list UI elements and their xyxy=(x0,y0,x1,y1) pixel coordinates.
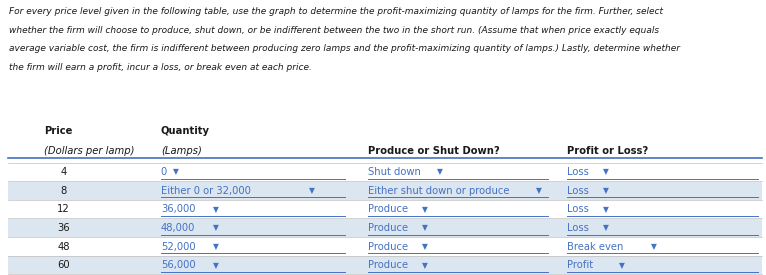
Text: ▼: ▼ xyxy=(651,242,657,251)
Text: ▼: ▼ xyxy=(213,205,219,214)
Text: ▼: ▼ xyxy=(309,186,316,195)
Text: the firm will earn a profit, incur a loss, or break even at each price.: the firm will earn a profit, incur a los… xyxy=(9,63,312,72)
Text: ▼: ▼ xyxy=(423,205,428,214)
Text: 36,000: 36,000 xyxy=(161,204,195,214)
Text: ▼: ▼ xyxy=(213,261,219,270)
Text: average variable cost, the firm is indifferent between producing zero lamps and : average variable cost, the firm is indif… xyxy=(9,44,680,53)
Text: 56,000: 56,000 xyxy=(161,260,195,270)
Text: ▼: ▼ xyxy=(603,205,609,214)
Text: Loss: Loss xyxy=(567,223,589,233)
Bar xyxy=(8,219,762,237)
Text: ▼: ▼ xyxy=(603,224,609,232)
Text: Quantity: Quantity xyxy=(161,126,210,136)
Text: 4: 4 xyxy=(61,167,67,177)
Text: Produce: Produce xyxy=(368,223,408,233)
Bar xyxy=(8,182,762,200)
Text: Produce: Produce xyxy=(368,260,408,270)
Text: 12: 12 xyxy=(57,204,70,214)
Text: Shut down: Shut down xyxy=(368,167,421,177)
Text: Produce or Shut Down?: Produce or Shut Down? xyxy=(368,146,499,156)
Text: Loss: Loss xyxy=(567,204,589,214)
Text: 52,000: 52,000 xyxy=(161,242,195,252)
Text: ▼: ▼ xyxy=(423,242,428,251)
Text: ▼: ▼ xyxy=(173,167,178,176)
Text: Either 0 or 32,000: Either 0 or 32,000 xyxy=(161,186,250,196)
Text: ▼: ▼ xyxy=(437,167,443,176)
Text: Profit: Profit xyxy=(567,260,593,270)
Text: 48: 48 xyxy=(57,242,70,252)
Text: ▼: ▼ xyxy=(619,261,625,270)
Text: ▼: ▼ xyxy=(213,242,219,251)
Text: ▼: ▼ xyxy=(213,224,219,232)
Text: 36: 36 xyxy=(57,223,70,233)
Text: ▼: ▼ xyxy=(603,186,609,195)
Text: 8: 8 xyxy=(61,186,67,196)
Text: 48,000: 48,000 xyxy=(161,223,195,233)
Text: ▼: ▼ xyxy=(603,167,609,176)
Text: Loss: Loss xyxy=(567,186,589,196)
Text: Price: Price xyxy=(44,126,73,136)
Bar xyxy=(8,256,762,274)
Text: Produce: Produce xyxy=(368,204,408,214)
Text: 60: 60 xyxy=(57,260,70,270)
Text: For every price level given in the following table, use the graph to determine t: For every price level given in the follo… xyxy=(9,7,663,16)
Text: 0: 0 xyxy=(161,167,167,177)
Text: Profit or Loss?: Profit or Loss? xyxy=(567,146,648,156)
Text: Loss: Loss xyxy=(567,167,589,177)
Text: (Lamps): (Lamps) xyxy=(161,146,201,156)
Text: whether the firm will choose to produce, shut down, or be indifferent between th: whether the firm will choose to produce,… xyxy=(9,26,660,35)
Text: ▼: ▼ xyxy=(423,261,428,270)
Text: Either shut down or produce: Either shut down or produce xyxy=(368,186,509,196)
Text: (Dollars per lamp): (Dollars per lamp) xyxy=(44,146,135,156)
Text: Break even: Break even xyxy=(567,242,624,252)
Text: ▼: ▼ xyxy=(423,224,428,232)
Text: ▼: ▼ xyxy=(536,186,542,195)
Text: Produce: Produce xyxy=(368,242,408,252)
